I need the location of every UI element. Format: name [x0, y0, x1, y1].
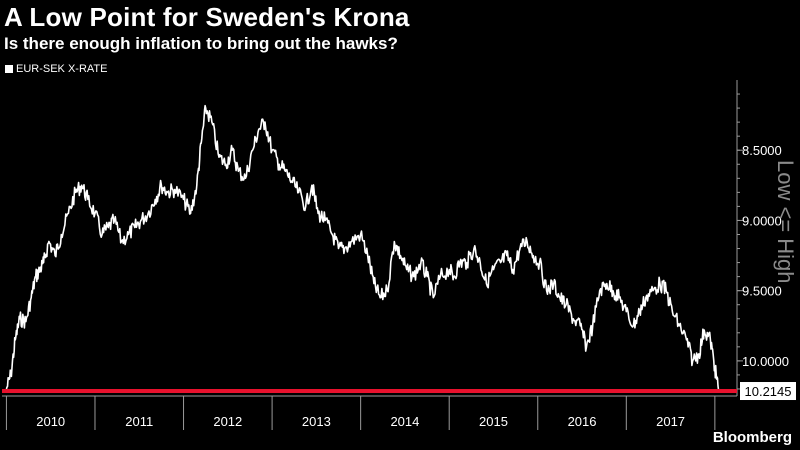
legend-swatch [5, 65, 13, 73]
y-tick-label: 8.5000 [742, 143, 782, 158]
reference-value-badge [740, 382, 796, 401]
x-tick-label: 2011 [125, 414, 153, 429]
reference-value-label: 10.2145 [745, 384, 792, 399]
chart-title: A Low Point for Sweden's Krona [4, 2, 410, 32]
x-tick-label: 2013 [302, 414, 331, 429]
reference-layer: 10.2145 [2, 382, 796, 401]
y-tick-label: 9.5000 [742, 284, 782, 299]
series-line-eur-sek [5, 104, 720, 390]
x-tick-label: 2017 [656, 414, 685, 429]
x-tick-label: 2010 [36, 414, 65, 429]
x-tick-label: 2014 [390, 414, 419, 429]
y-axis-side-label: Low <= High [773, 160, 798, 284]
y-tick-label: 9.0000 [742, 213, 782, 228]
y-tick-label: 10.0000 [742, 354, 789, 369]
series-layer [5, 104, 720, 390]
x-tick-label: 2012 [213, 414, 242, 429]
x-tick-label: 2016 [568, 414, 597, 429]
brand-logo-text: Bloomberg [712, 429, 792, 446]
legend-label: EUR-SEK X-RATE [16, 63, 108, 75]
legend: EUR-SEK X-RATE [5, 63, 107, 75]
x-tick-label: 2015 [479, 414, 508, 429]
axis-layer: 8.5000 9.0000 9.5000 10.0000 2010 2011 2012 201… [2, 80, 789, 430]
chart-subtitle: Is there enough inflation to bring out t… [4, 34, 398, 53]
